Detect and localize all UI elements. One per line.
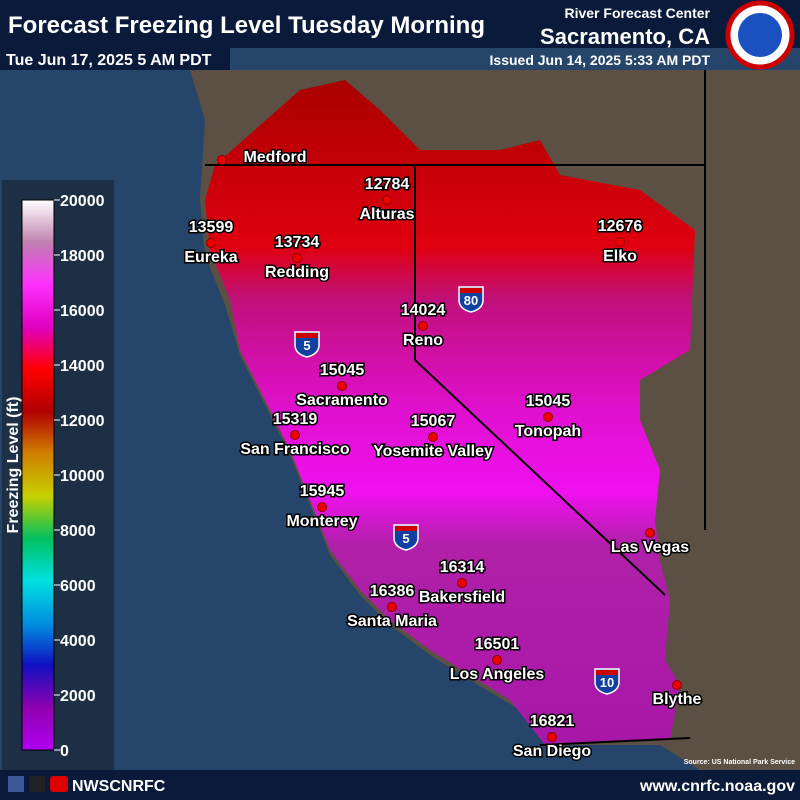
city-dot <box>290 430 300 440</box>
agency: River Forecast Center <box>564 5 710 21</box>
source: Source: US National Park Service <box>684 759 795 766</box>
footer-bar <box>0 770 800 800</box>
legend-tick-label: 20000 <box>60 193 105 210</box>
highway-number: 5 <box>303 338 310 353</box>
city-dot <box>672 680 682 690</box>
city-dot <box>645 528 655 538</box>
city-freezing-level: 15319 <box>273 411 318 428</box>
city-name: Reno <box>403 332 443 349</box>
highway-shield <box>458 286 484 313</box>
city-freezing-level: 15067 <box>411 413 456 430</box>
highway-shield <box>294 331 320 358</box>
city-dot <box>615 237 625 247</box>
city-name: Medford <box>243 149 306 166</box>
city-dot <box>337 381 347 391</box>
highway-shield-top <box>296 333 318 338</box>
legend-tick-label: 2000 <box>60 688 96 705</box>
city-dot <box>428 432 438 442</box>
city-dot <box>418 321 428 331</box>
city-name: Las Vegas <box>611 539 689 556</box>
highway-shield-top <box>395 526 417 531</box>
city-name: Eureka <box>184 249 237 266</box>
city-freezing-level: 12784 <box>365 176 410 193</box>
highway-shield-top <box>596 670 618 675</box>
city-name: Blythe <box>653 691 702 708</box>
legend-tick-label: 16000 <box>60 303 105 320</box>
city-name: Sacramento <box>296 392 388 409</box>
legend-tick-label: 6000 <box>60 578 96 595</box>
city-dot <box>387 602 397 612</box>
city-name: San Diego <box>513 743 591 760</box>
city-freezing-level: 13599 <box>189 219 234 236</box>
city-dot <box>457 578 467 588</box>
nws-seal-inner <box>738 13 782 57</box>
legend-tick-label: 0 <box>60 743 69 760</box>
highway-shield-top <box>460 288 482 293</box>
title: Forecast Freezing Level Tuesday Morning <box>8 12 485 39</box>
legend-tick-label: 14000 <box>60 358 105 375</box>
city-freezing-level: 15945 <box>300 483 345 500</box>
title-bar <box>0 0 800 48</box>
x-icon[interactable] <box>29 776 45 792</box>
state-borders <box>205 70 706 746</box>
city-dot <box>543 412 553 422</box>
legend-tick-label: 8000 <box>60 523 96 540</box>
date-bar <box>0 48 230 70</box>
city-freezing-level: 12676 <box>598 218 643 235</box>
city-dot <box>547 732 557 742</box>
legend-tick-label: 12000 <box>60 413 105 430</box>
city-name: San Francisco <box>240 441 350 458</box>
website[interactable]: www.cnrfc.noaa.gov <box>639 778 795 795</box>
city-freezing-level: 15045 <box>320 362 365 379</box>
city-name: Elko <box>603 248 637 265</box>
city-dot <box>206 238 216 248</box>
highway-number: 80 <box>464 293 478 308</box>
city-name: Alturas <box>359 206 414 223</box>
city-dot <box>217 155 227 165</box>
issued: Issued Jun 14, 2025 5:33 AM PDT <box>490 52 711 68</box>
city-name: Redding <box>265 264 329 281</box>
office: Sacramento, CA <box>540 24 710 49</box>
youtube-icon[interactable] <box>50 776 68 792</box>
city-dot <box>382 195 392 205</box>
facebook-icon[interactable] <box>8 776 24 792</box>
city-dot <box>492 655 502 665</box>
valid-time: Tue Jun 17, 2025 5 AM PDT <box>6 52 212 69</box>
city-freezing-level: 16821 <box>530 713 575 730</box>
highway-number: 5 <box>402 531 409 546</box>
city-name: Yosemite Valley <box>373 443 493 460</box>
social-handle[interactable]: NWSCNRFC <box>72 778 166 795</box>
city-freezing-level: 13734 <box>275 234 320 251</box>
city-freezing-level: 16314 <box>440 559 485 576</box>
legend-label: Freezing Level (ft) <box>5 397 22 534</box>
city-dot <box>292 253 302 263</box>
city-dot <box>317 502 327 512</box>
city-name: Bakersfield <box>419 589 505 606</box>
city-freezing-level: 16386 <box>370 583 415 600</box>
city-name: Santa Maria <box>347 613 437 630</box>
highway-shield <box>594 668 620 695</box>
legend-tick-label: 18000 <box>60 248 105 265</box>
city-name: Tonopah <box>515 423 581 440</box>
highway-number: 10 <box>600 675 614 690</box>
color-bar <box>21 199 55 751</box>
freezing-level-field <box>205 80 695 745</box>
city-name: Monterey <box>286 513 357 530</box>
city-freezing-level: 14024 <box>401 302 446 319</box>
legend-tick-label: 4000 <box>60 633 96 650</box>
city-freezing-level: 15045 <box>526 393 571 410</box>
legend-tick-label: 10000 <box>60 468 105 485</box>
city-name: Los Angeles <box>450 666 545 683</box>
city-freezing-level: 16501 <box>475 636 520 653</box>
highway-shield <box>393 524 419 551</box>
